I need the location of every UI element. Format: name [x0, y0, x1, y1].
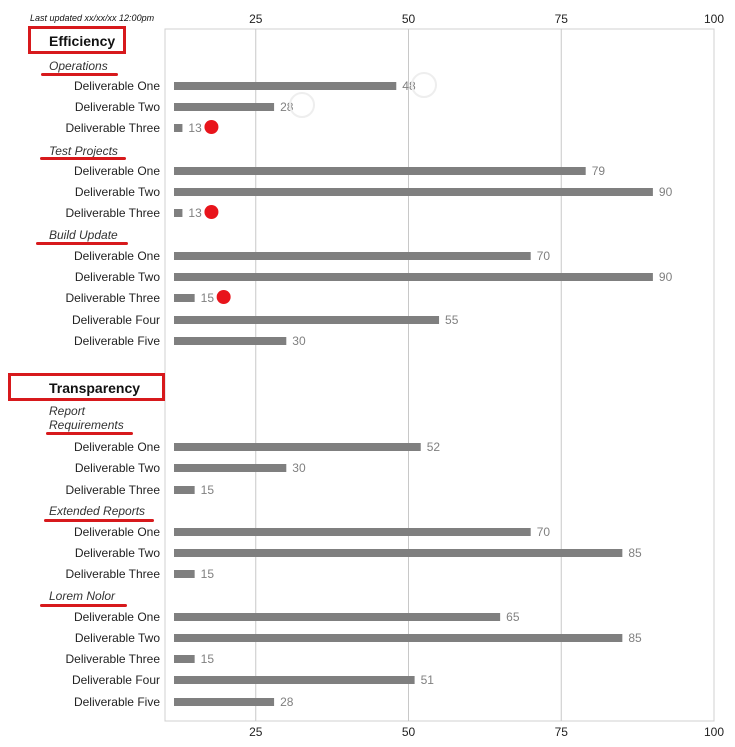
bar: [174, 486, 195, 494]
data-label: 30: [292, 461, 306, 475]
data-label: 70: [537, 249, 551, 263]
bar: [174, 443, 421, 451]
row-label: Deliverable One: [73, 610, 160, 624]
section-highlight-box: [28, 26, 126, 54]
x-tick-label-top: 75: [555, 12, 569, 26]
row-label: Deliverable One: [73, 164, 160, 178]
row-label: Deliverable Two: [74, 270, 160, 284]
x-tick-label-top: 100: [704, 12, 724, 26]
flag-dot: [204, 120, 219, 134]
row-label: Deliverable One: [73, 79, 160, 93]
bar: [174, 698, 275, 706]
bar: [174, 294, 195, 302]
flag-dot: [204, 205, 219, 219]
row-label: Deliverable Three: [65, 121, 161, 135]
row-label: Deliverable One: [73, 525, 160, 539]
row-label: Deliverable Three: [65, 483, 161, 497]
x-tick-label-bottom: 100: [704, 725, 724, 739]
bar: [174, 82, 397, 90]
red-underline: [40, 157, 126, 160]
group-title: Test Projects: [49, 144, 118, 158]
data-label: 65: [506, 610, 520, 624]
bar: [174, 528, 531, 536]
x-tick-label-top: 50: [402, 12, 416, 26]
group-title: Report Requirements: [49, 404, 124, 432]
bar: [174, 273, 653, 281]
data-label: 15: [201, 567, 215, 581]
x-tick-label-bottom: 75: [555, 725, 569, 739]
row-label: Deliverable One: [73, 249, 160, 263]
label-ring: [411, 72, 437, 98]
group-title: Operations: [49, 59, 108, 73]
bar: [174, 316, 440, 324]
row-label: Deliverable Three: [65, 652, 161, 666]
red-underline: [36, 242, 128, 245]
bar: [174, 613, 501, 621]
group-title: Build Update: [49, 228, 118, 242]
bar: [174, 464, 287, 472]
data-label: 52: [427, 440, 441, 454]
red-underline: [44, 519, 154, 522]
bar: [174, 103, 275, 111]
row-label: Deliverable Four: [71, 673, 160, 687]
row-label: Deliverable Three: [65, 206, 161, 220]
row-label: Deliverable Two: [74, 461, 160, 475]
label-ring: [289, 92, 315, 118]
data-label: 15: [201, 291, 215, 305]
group-title: Extended Reports: [49, 504, 146, 518]
section-title: Transparency: [49, 380, 141, 396]
bar: [174, 252, 531, 260]
data-label: 85: [628, 546, 642, 560]
data-label: 70: [537, 525, 551, 539]
bar: [174, 188, 653, 196]
data-label: 90: [659, 185, 673, 199]
row-label: Deliverable Three: [65, 567, 161, 581]
x-tick-label-bottom: 50: [402, 725, 416, 739]
row-label: Deliverable Four: [71, 313, 160, 327]
data-label: 28: [280, 695, 294, 709]
red-underline: [41, 73, 118, 76]
data-label: 90: [659, 270, 673, 284]
bar: [174, 549, 623, 557]
bar: [174, 655, 195, 663]
group-title: Lorem Nolor: [49, 589, 116, 603]
row-label: Deliverable Two: [74, 185, 160, 199]
bar: [174, 570, 195, 578]
bar: [174, 167, 586, 175]
row-label: Deliverable Two: [74, 100, 160, 114]
data-label: 15: [201, 483, 215, 497]
data-label: 30: [292, 334, 306, 348]
data-label: 13: [188, 206, 202, 220]
data-label: 15: [201, 652, 215, 666]
section-title: Efficiency: [49, 33, 116, 49]
last-updated-text: Last updated xx/xx/xx 12:00pm: [30, 13, 155, 23]
bar: [174, 337, 287, 345]
row-label: Deliverable Five: [73, 695, 160, 709]
section-highlight-box: [8, 373, 165, 401]
data-label: 55: [445, 313, 459, 327]
row-label: Deliverable Two: [74, 546, 160, 560]
bar: [174, 634, 623, 642]
data-label: 79: [592, 164, 606, 178]
bar: [174, 124, 183, 132]
plot-area: [164, 28, 715, 722]
x-tick-label-bottom: 25: [249, 725, 263, 739]
red-underline: [40, 604, 127, 607]
row-label: Deliverable One: [73, 440, 160, 454]
red-underline: [46, 432, 133, 435]
flag-dot: [216, 290, 231, 304]
data-label: 51: [421, 673, 435, 687]
row-label: Deliverable Two: [74, 631, 160, 645]
data-label: 85: [628, 631, 642, 645]
bar: [174, 676, 415, 684]
row-label: Deliverable Three: [65, 291, 161, 305]
bar: [174, 209, 183, 217]
x-tick-label-top: 25: [249, 12, 263, 26]
data-label: 13: [188, 121, 202, 135]
row-label: Deliverable Five: [73, 334, 160, 348]
